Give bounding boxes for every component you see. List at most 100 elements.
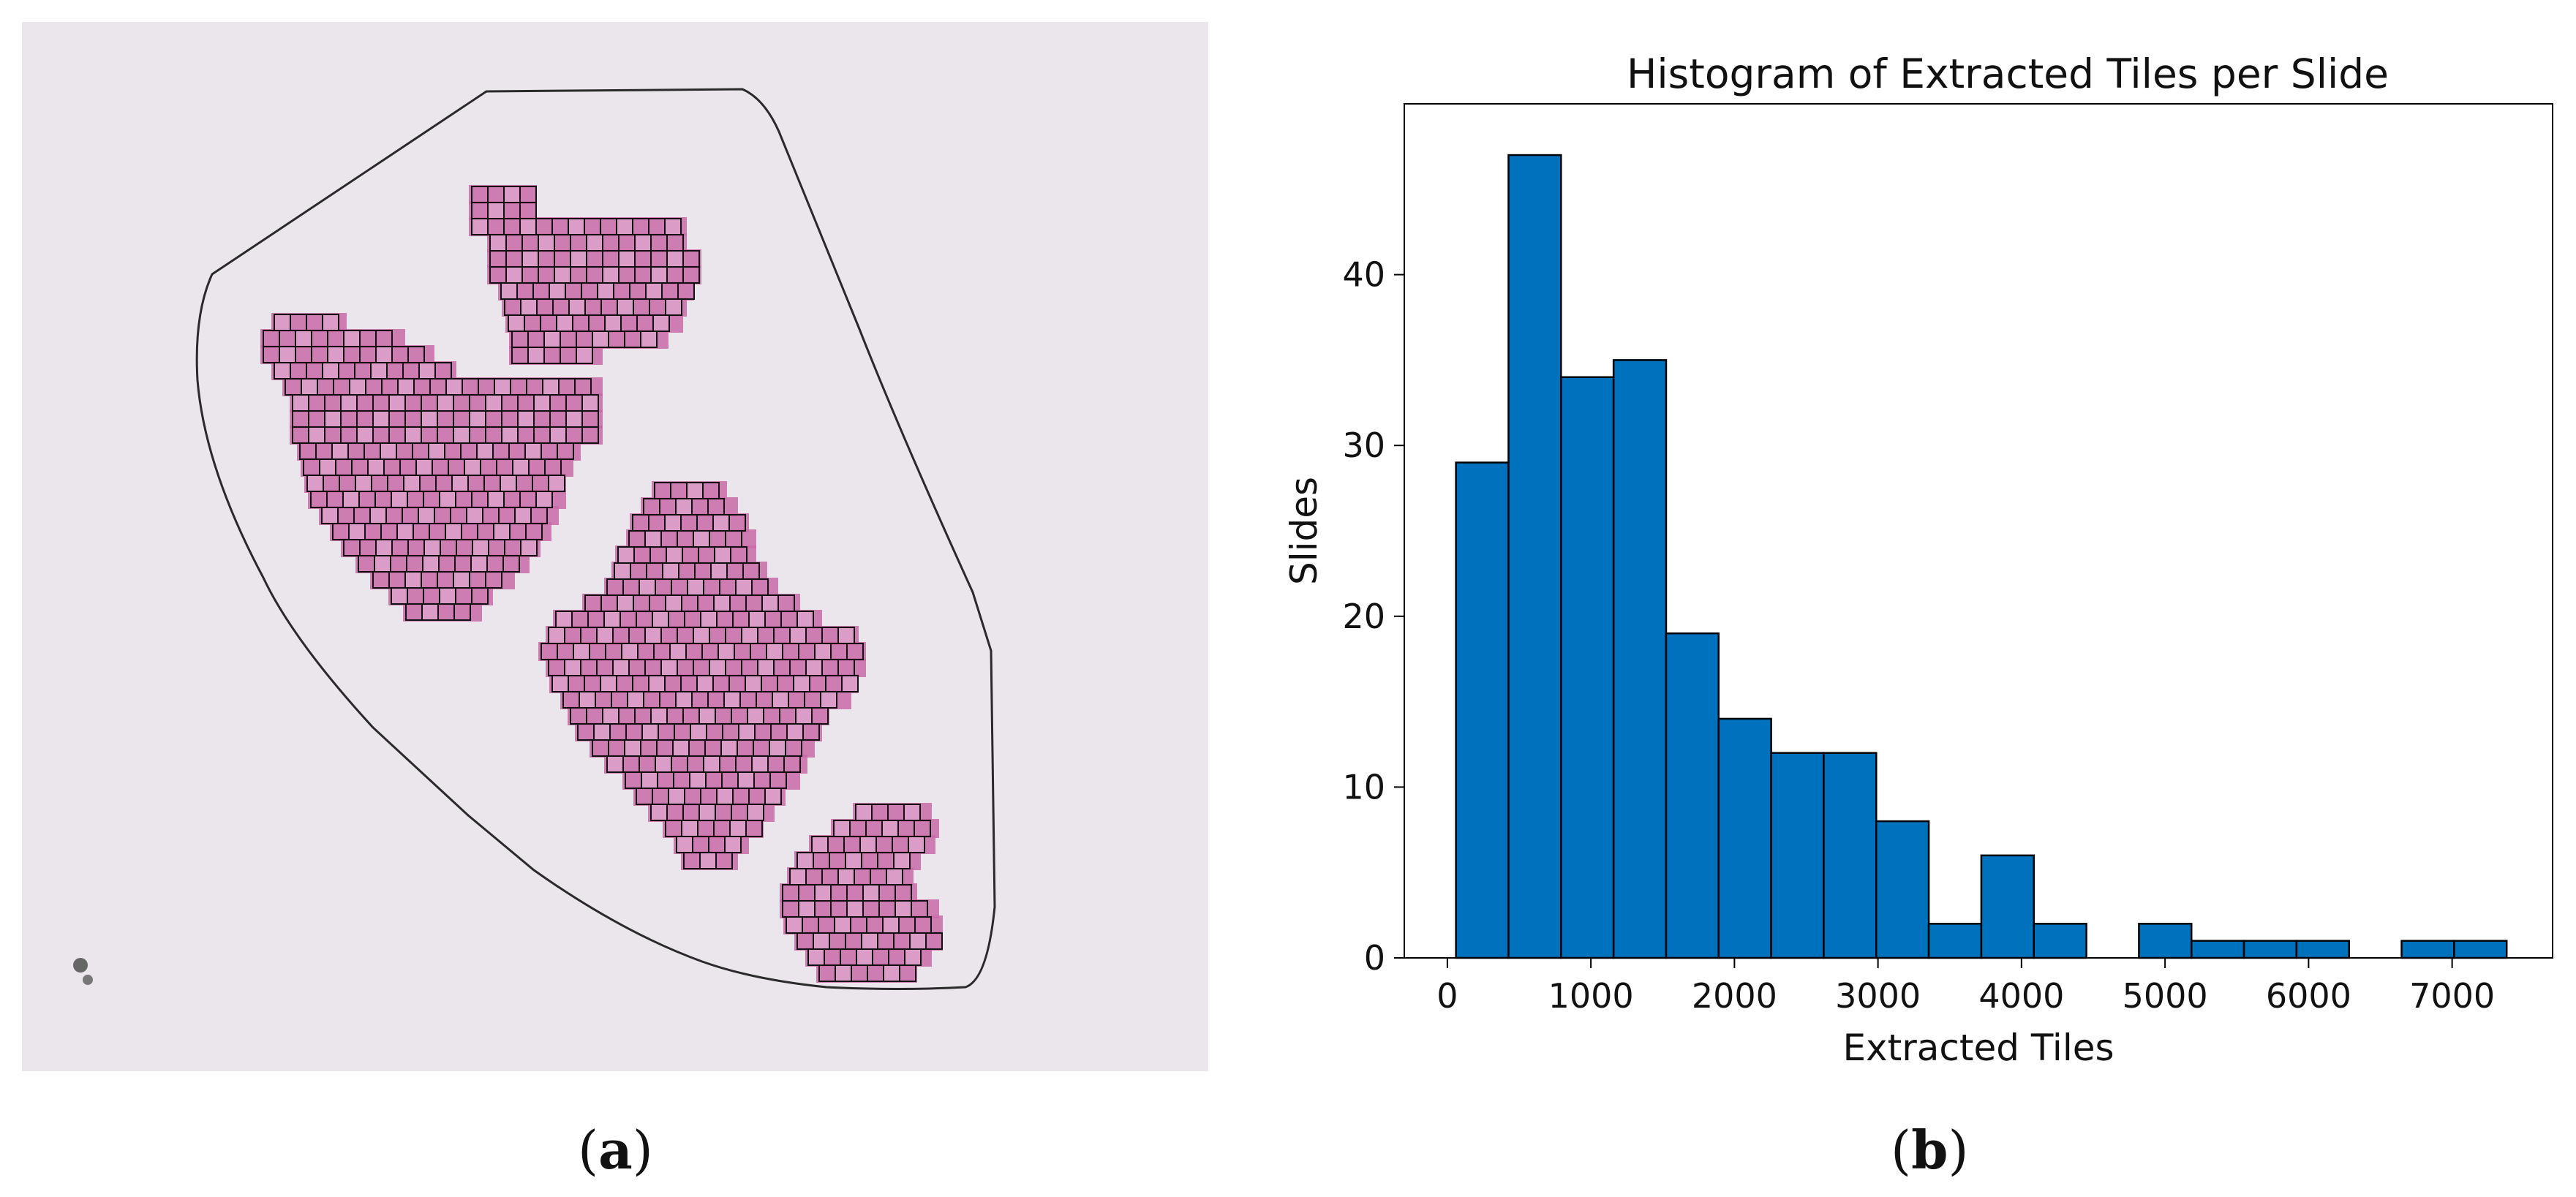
extracted-tile bbox=[820, 691, 837, 709]
extracted-tile bbox=[418, 362, 436, 380]
extracted-tile bbox=[856, 948, 873, 966]
extracted-tile bbox=[805, 659, 823, 676]
y-tick-label: 10 bbox=[1342, 767, 1385, 807]
extracted-tile bbox=[693, 627, 710, 644]
extracted-tile bbox=[503, 186, 521, 203]
extracted-tile bbox=[693, 530, 710, 548]
extracted-tile bbox=[676, 836, 693, 853]
extracted-tile bbox=[723, 691, 741, 709]
x-tick-label: 7000 bbox=[2409, 976, 2495, 1016]
extracted-tile bbox=[665, 298, 682, 316]
extracted-tile bbox=[597, 282, 614, 300]
extracted-tile bbox=[576, 347, 593, 364]
extracted-tile bbox=[519, 218, 537, 235]
extracted-tile bbox=[751, 755, 769, 773]
extracted-tile bbox=[493, 523, 511, 540]
extracted-tile bbox=[621, 643, 639, 660]
extracted-tile bbox=[846, 900, 864, 918]
histogram-bars bbox=[1455, 154, 2508, 959]
x-axis-ticks: 0 1000 2000 3000 4000 5000 6000 7000 bbox=[1436, 958, 2495, 1016]
extracted-tile bbox=[602, 707, 619, 725]
extracted-tile bbox=[324, 410, 342, 428]
histogram-bar bbox=[2138, 923, 2193, 959]
extracted-tile bbox=[737, 771, 755, 789]
extracted-tile bbox=[617, 546, 635, 564]
extracted-tile bbox=[340, 394, 358, 412]
extracted-tile bbox=[672, 739, 690, 757]
extracted-tile bbox=[549, 426, 567, 444]
histogram-bar bbox=[2190, 940, 2245, 959]
extracted-tile bbox=[274, 362, 291, 380]
extracted-tile bbox=[596, 627, 614, 644]
extracted-tile bbox=[581, 394, 599, 412]
extracted-tile bbox=[614, 562, 631, 580]
extracted-tile bbox=[716, 788, 734, 805]
extracted-tile bbox=[355, 475, 372, 492]
extracted-tile bbox=[835, 964, 852, 982]
extracted-tile bbox=[841, 675, 859, 692]
chart-title: Histogram of Extracted Tiles per Slide bbox=[1627, 50, 2389, 97]
extracted-tile bbox=[404, 426, 422, 444]
extracted-tile bbox=[423, 539, 441, 556]
extracted-tile bbox=[428, 442, 445, 460]
extracted-tile bbox=[372, 410, 390, 428]
extracted-tile bbox=[700, 611, 718, 628]
tissue-region bbox=[615, 545, 756, 564]
extracted-tile bbox=[690, 723, 707, 741]
extracted-tile bbox=[471, 218, 489, 235]
extracted-tile bbox=[322, 314, 339, 331]
tissue-region bbox=[403, 603, 482, 622]
y-tick-label: 30 bbox=[1342, 426, 1385, 465]
annotation-outline bbox=[195, 88, 996, 990]
extracted-tile bbox=[698, 804, 716, 821]
extracted-tile bbox=[500, 475, 517, 492]
extracted-tile bbox=[391, 587, 408, 605]
extracted-tile bbox=[666, 250, 684, 268]
extracted-tile bbox=[555, 611, 573, 628]
histogram-bar bbox=[1770, 752, 1825, 959]
x-tick-label: 1000 bbox=[1548, 976, 1634, 1016]
extracted-tile bbox=[551, 675, 569, 692]
extracted-tile bbox=[783, 755, 801, 773]
extracted-tile bbox=[886, 868, 903, 886]
extracted-tile bbox=[586, 234, 603, 252]
extracted-tile bbox=[603, 611, 621, 628]
extracted-tile bbox=[793, 675, 810, 692]
extracted-tile bbox=[627, 691, 644, 709]
extracted-tile bbox=[322, 362, 339, 380]
histogram-bar bbox=[1612, 359, 1668, 959]
extracted-tile bbox=[769, 739, 786, 757]
extracted-tile bbox=[602, 266, 619, 284]
extracted-tile bbox=[439, 491, 456, 508]
extracted-tile bbox=[833, 820, 851, 837]
extracted-tile bbox=[512, 458, 530, 476]
extracted-tile bbox=[600, 675, 617, 692]
extracted-tile bbox=[375, 539, 393, 556]
histogram-bar bbox=[1823, 752, 1878, 959]
extracted-tile bbox=[549, 282, 566, 300]
extracted-tile bbox=[404, 571, 422, 589]
extracted-tile bbox=[895, 900, 912, 918]
extracted-tile bbox=[388, 394, 406, 412]
extracted-tile bbox=[508, 314, 525, 332]
extracted-tile bbox=[764, 788, 782, 805]
extracted-tile bbox=[592, 331, 609, 348]
extracted-tile bbox=[686, 482, 704, 499]
panel-b-caption: (b) bbox=[1891, 1119, 1969, 1181]
extracted-tile bbox=[652, 611, 669, 628]
histogram-bar bbox=[1665, 632, 1720, 959]
extracted-tile bbox=[807, 948, 825, 966]
extracted-tile bbox=[403, 475, 421, 492]
extracted-tile bbox=[735, 578, 753, 596]
extracted-tile bbox=[761, 594, 779, 612]
y-tick-label: 0 bbox=[1364, 938, 1385, 978]
extracted-tile bbox=[469, 410, 486, 428]
extracted-tile bbox=[772, 691, 789, 709]
x-tick-label: 3000 bbox=[1835, 976, 1921, 1016]
extracted-tile bbox=[893, 852, 911, 869]
extracted-tile bbox=[301, 378, 318, 396]
y-axis-ticks: 0 10 20 30 40 bbox=[1342, 255, 1404, 978]
extracted-tile bbox=[715, 852, 733, 869]
extracted-tile bbox=[579, 691, 596, 709]
extracted-tile bbox=[738, 723, 756, 741]
